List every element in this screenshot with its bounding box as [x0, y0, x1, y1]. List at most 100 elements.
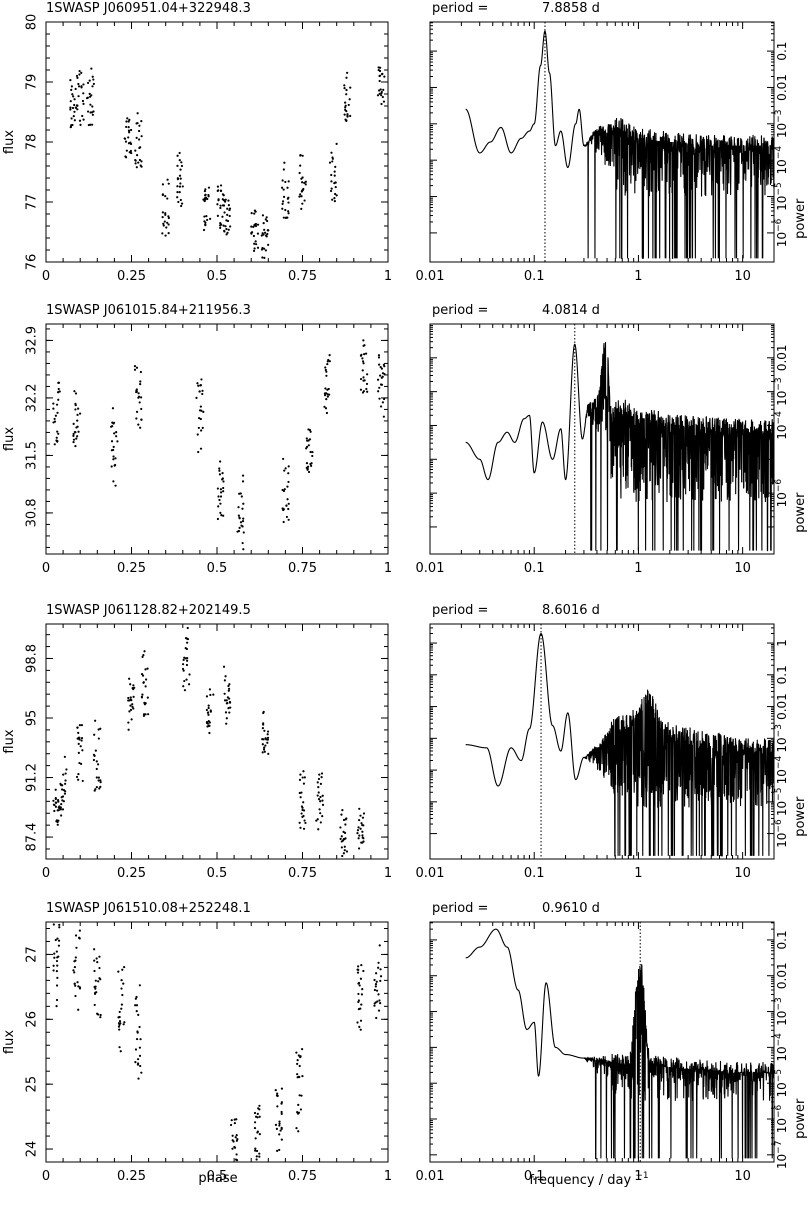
- data-point: [300, 207, 303, 210]
- data-point: [76, 435, 79, 438]
- plot-grid: 1SWASP J060951.04+322948.3 0 0.25 0.5 0.75 1 7…: [2, 1, 808, 1184]
- data-point: [73, 971, 76, 974]
- data-point: [302, 827, 306, 830]
- data-point: [287, 480, 290, 484]
- data-point: [125, 149, 128, 152]
- data-point: [137, 423, 140, 426]
- frequency-axis-label-text: frequency / day: [529, 1173, 631, 1188]
- data-point: [132, 684, 135, 687]
- data-point: [301, 176, 304, 179]
- data-point: [74, 87, 77, 91]
- data-point: [96, 763, 100, 766]
- data-point: [130, 718, 133, 721]
- data-point: [139, 380, 142, 383]
- data-point: [78, 73, 81, 76]
- data-point: [208, 688, 212, 691]
- data-point: [282, 195, 286, 198]
- data-point: [227, 204, 230, 207]
- data-point: [242, 548, 245, 551]
- data-point: [57, 381, 61, 384]
- data-point: [381, 372, 385, 375]
- data-point: [59, 806, 62, 809]
- data-point: [138, 146, 141, 150]
- data-point: [97, 980, 100, 983]
- data-point: [94, 987, 97, 990]
- data-point: [330, 180, 333, 183]
- data-point: [78, 929, 81, 932]
- phase-tick-label: 1: [384, 1169, 392, 1184]
- data-point: [198, 390, 201, 393]
- data-point: [135, 166, 138, 169]
- data-point: [381, 95, 384, 99]
- data-point: [344, 106, 347, 109]
- data-point: [73, 103, 76, 107]
- phase-tick-label: 1: [384, 561, 392, 576]
- flux-axis-label: flux: [2, 1030, 17, 1054]
- data-point: [82, 102, 85, 105]
- data-point: [339, 826, 342, 829]
- data-point: [254, 1147, 257, 1150]
- data-point: [357, 992, 360, 996]
- data-point: [328, 360, 331, 363]
- data-point: [198, 409, 202, 412]
- data-point: [228, 697, 231, 700]
- data-point: [125, 120, 128, 123]
- data-point: [70, 85, 73, 88]
- data-point: [345, 93, 348, 96]
- data-point: [254, 240, 257, 243]
- data-point: [343, 113, 346, 116]
- power-axis-label: power: [793, 1098, 808, 1139]
- data-point: [359, 377, 363, 381]
- power-tick-label: 10−6: [774, 1104, 789, 1133]
- data-point: [286, 498, 289, 501]
- power-tick-base: 10: [775, 232, 789, 247]
- data-point: [324, 366, 327, 369]
- data-point: [129, 696, 132, 699]
- data-point: [120, 979, 123, 982]
- data-point: [204, 224, 207, 227]
- data-point: [164, 234, 167, 237]
- data-point: [224, 225, 227, 228]
- data-point: [331, 160, 334, 163]
- data-point: [203, 215, 206, 218]
- data-point: [137, 161, 140, 164]
- data-point: [377, 966, 380, 969]
- data-point: [164, 195, 167, 198]
- data-point: [77, 430, 80, 433]
- data-point: [227, 689, 230, 692]
- data-point: [52, 799, 55, 802]
- data-point: [356, 1021, 359, 1024]
- data-point: [216, 487, 219, 490]
- power-tick-exponent: −4: [774, 146, 784, 160]
- data-point: [359, 814, 362, 817]
- data-point: [287, 196, 290, 199]
- data-point: [209, 710, 212, 713]
- data-point: [345, 850, 349, 853]
- data-point: [178, 159, 181, 162]
- periodogram-curve: [465, 928, 775, 1159]
- data-point: [258, 1104, 261, 1107]
- data-point: [140, 1071, 143, 1074]
- data-point: [217, 495, 220, 498]
- phase-tick-label: 0.5: [207, 1169, 228, 1184]
- data-point: [135, 136, 138, 140]
- data-point: [234, 1136, 237, 1139]
- data-point: [361, 369, 364, 372]
- data-point: [224, 198, 227, 201]
- data-point: [196, 382, 199, 385]
- data-point: [282, 489, 286, 493]
- data-point: [55, 436, 58, 439]
- data-point: [185, 678, 188, 681]
- data-point: [118, 1023, 121, 1026]
- data-point: [227, 707, 230, 710]
- data-point: [255, 1155, 258, 1158]
- data-point: [69, 125, 73, 128]
- data-point: [342, 852, 345, 855]
- data-point: [93, 754, 96, 757]
- data-point: [223, 692, 226, 695]
- data-point: [358, 984, 361, 987]
- data-point: [95, 776, 98, 779]
- data-point: [253, 209, 257, 212]
- data-point: [235, 1153, 238, 1156]
